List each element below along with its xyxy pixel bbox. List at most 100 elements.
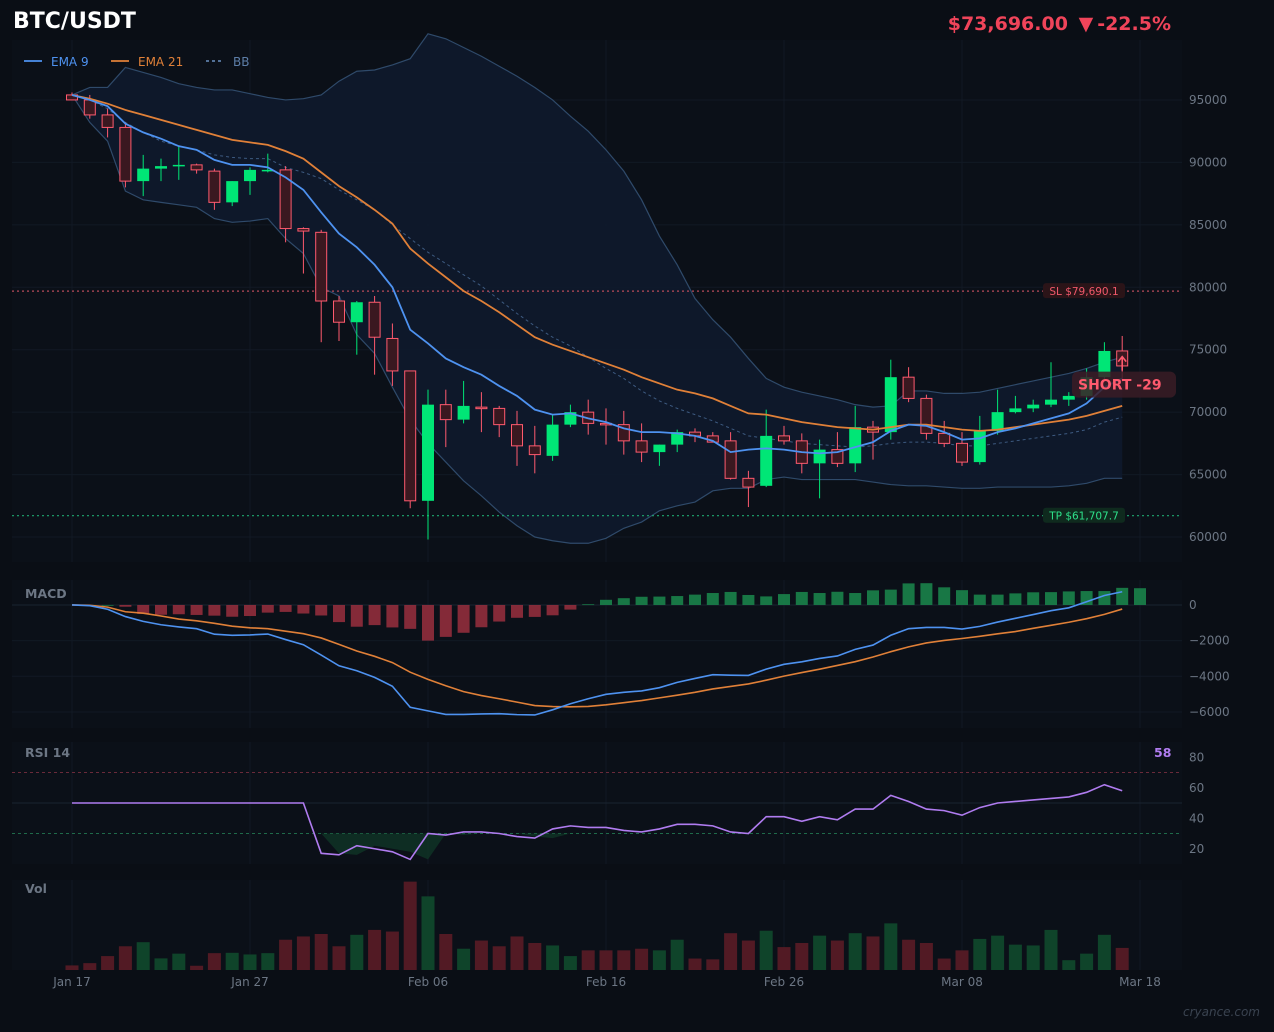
x-axis-date-label: Mar 18 (1119, 975, 1161, 989)
macd-histogram-bar (439, 604, 452, 637)
candle-body-up (849, 427, 862, 464)
volume-bar (688, 958, 702, 970)
macd-histogram-bar (902, 583, 915, 605)
candle-body-down (742, 477, 755, 488)
volume-bar (314, 934, 328, 970)
candle-body-down (404, 370, 417, 502)
bb-upper-line (71, 33, 1123, 408)
candle-body-down (511, 424, 523, 447)
macd-histogram-bar (1009, 593, 1022, 605)
volume-bar (279, 939, 293, 970)
candle-body-down (333, 300, 345, 323)
candle-body-up (1045, 399, 1057, 405)
candle-body-up (546, 424, 559, 456)
volume-bar (937, 958, 951, 970)
macd-histogram-bar (1027, 592, 1040, 605)
volume-title: Vol (25, 881, 47, 896)
macd-histogram-bar (938, 587, 951, 605)
macd-histogram-bar (386, 604, 399, 628)
candle-body-up (1027, 404, 1040, 409)
macd-title: MACD (25, 586, 67, 601)
macd-histogram-bar (653, 596, 666, 605)
volume-bar (1026, 945, 1040, 970)
price-tick-label: 65000 (1189, 468, 1227, 482)
take-profit-label: TP $61,707.7 (1048, 511, 1119, 523)
macd-histogram-bar (261, 604, 274, 613)
signal-badge (1072, 371, 1176, 398)
macd-histogram-bar (742, 594, 755, 605)
volume-bar (563, 956, 577, 970)
candle-body-up (422, 404, 434, 501)
volume-bar (635, 948, 649, 970)
macd-histogram-bar (831, 591, 844, 605)
volume-bar (474, 940, 488, 970)
candle-body-down (831, 449, 844, 464)
volume-bar (332, 946, 346, 970)
price-tick-label: 80000 (1189, 280, 1227, 294)
candle-body-down (528, 445, 541, 456)
macd-histogram-bar (1134, 588, 1146, 605)
rsi-tick-label: 60 (1189, 781, 1204, 795)
macd-tick-label: −2000 (1189, 634, 1230, 648)
volume-bar (652, 950, 666, 970)
macd-histogram-bar (635, 596, 648, 605)
volume-bar (1097, 934, 1111, 970)
candle-body-down (617, 424, 630, 442)
price-tick-label: 85000 (1189, 218, 1227, 232)
candle-body-up (1098, 350, 1111, 378)
macd-histogram-bar (778, 594, 790, 605)
volume-bar (919, 943, 933, 970)
volume-bar (795, 943, 809, 970)
macd-histogram-bar (137, 604, 150, 614)
rsi-title: RSI 14 (25, 745, 70, 760)
macd-histogram-bar (956, 590, 968, 605)
candle-body-down (475, 406, 488, 410)
macd-histogram-bar (297, 604, 310, 614)
volume-bar (991, 935, 1005, 970)
volume-bar (546, 945, 560, 970)
candle-body-up (991, 412, 1004, 431)
macd-signal-line (71, 604, 1123, 708)
change-arrow-icon: ▼ (1078, 13, 1094, 35)
candle-body-up (760, 435, 773, 486)
candle-body-down (190, 164, 203, 171)
candle-body-up (564, 412, 577, 425)
candle-body-up (155, 166, 167, 169)
macd-histogram-bar (600, 599, 612, 605)
candle-body-up (137, 168, 150, 182)
macd-histogram-bar (119, 604, 132, 607)
macd-histogram-bar (689, 594, 701, 605)
volume-bar (670, 939, 684, 970)
rsi-line (72, 783, 1123, 861)
volume-bar (777, 947, 791, 970)
candle-body-up (244, 169, 256, 182)
x-axis-date-label: Feb 26 (764, 975, 804, 989)
macd-histogram-bar (724, 591, 737, 605)
macd-tick-label: −6000 (1189, 705, 1230, 719)
macd-histogram-bar (849, 593, 862, 605)
volume-bar (973, 938, 987, 970)
candle-body-down (778, 435, 790, 442)
x-axis-date-label: Feb 06 (408, 975, 448, 989)
macd-histogram-bar (564, 604, 577, 610)
candle-body-down (315, 231, 328, 302)
macd-histogram-bar (101, 604, 114, 606)
volume-bar (955, 950, 969, 970)
rsi-tick-label: 20 (1189, 842, 1204, 856)
volume-bar (599, 950, 613, 970)
volume-bar (243, 954, 257, 970)
volume-bar (172, 953, 186, 970)
macd-histogram-bar (244, 604, 256, 617)
stop-loss-badge (1043, 283, 1125, 299)
legend-label: BB (233, 55, 249, 69)
price-tick-label: 60000 (1189, 530, 1227, 544)
volume-bar (884, 923, 898, 970)
rsi-tick-label: 80 (1189, 750, 1204, 764)
ema21-line (71, 94, 1123, 432)
price-tick-label: 70000 (1189, 405, 1227, 419)
candle-body-down (386, 337, 399, 372)
macd-histogram-bar (190, 604, 203, 615)
macd-histogram-bar (172, 604, 185, 615)
macd-histogram-bar (368, 604, 381, 626)
